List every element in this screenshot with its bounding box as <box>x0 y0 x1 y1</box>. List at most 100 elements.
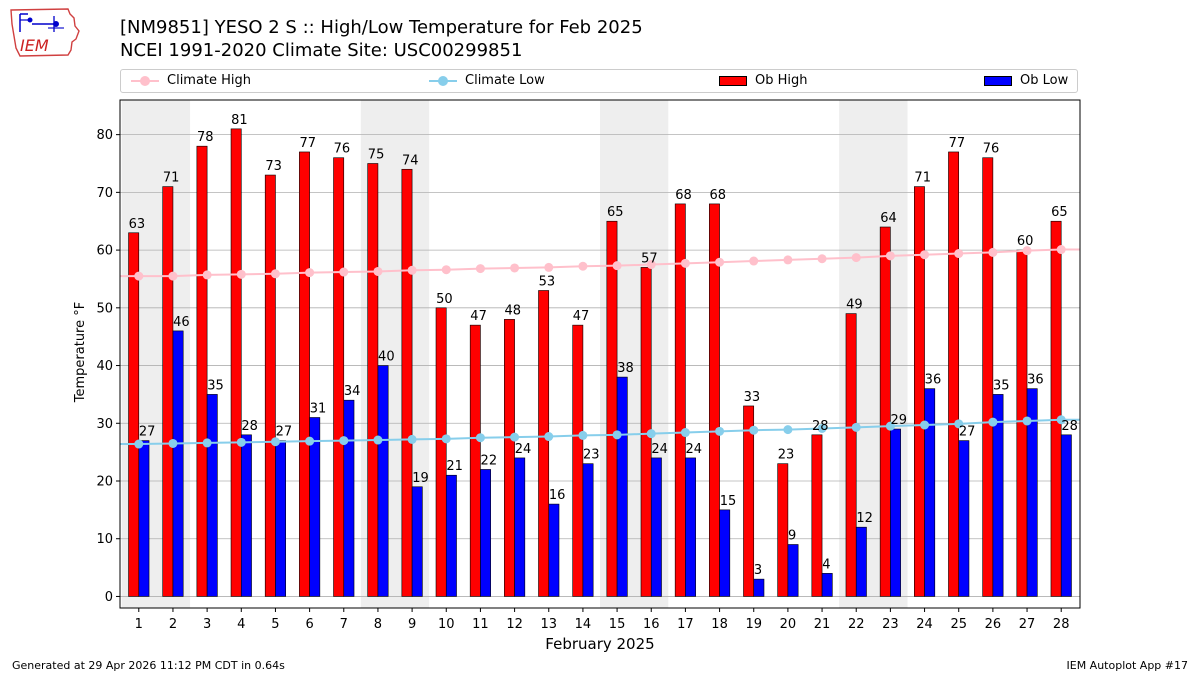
ob-low-bar <box>958 440 970 597</box>
legend-item-climate-high: Climate High <box>131 73 251 89</box>
x-tick-label: 7 <box>340 617 348 632</box>
climate-low-point <box>1022 416 1032 426</box>
ob-high-bar <box>845 313 857 597</box>
x-tick-label: 11 <box>472 617 489 632</box>
ob-high-bar <box>674 203 686 597</box>
y-tick-label: 50 <box>96 301 113 316</box>
ob-low-bar <box>890 428 901 597</box>
ob-low-label: 24 <box>651 442 668 457</box>
ob-high-bar <box>606 220 618 597</box>
y-tick-label: 10 <box>96 532 113 547</box>
ob-low-bar <box>309 417 321 597</box>
ob-high-label: 64 <box>880 211 897 226</box>
ob-low-bar <box>240 434 252 597</box>
logo-text: IEM <box>20 36 49 55</box>
x-tick-label: 20 <box>780 617 797 632</box>
ob-high-label: 23 <box>778 448 795 463</box>
climate-lines <box>120 245 1080 449</box>
ob-high-bar <box>948 151 960 597</box>
ob-high-label: 53 <box>539 275 556 290</box>
ob-low-bar <box>206 394 218 597</box>
y-tick-label: 70 <box>96 186 113 201</box>
chart-subtitle: NCEI 1991-2020 Climate Site: USC00299851 <box>120 40 523 61</box>
ob-low-bar <box>821 573 833 597</box>
ob-low-bar <box>343 399 355 597</box>
climate-high-point <box>885 251 895 261</box>
ob-high-label: 68 <box>675 188 692 203</box>
ob-low-label: 22 <box>481 453 498 468</box>
climate-low-point <box>715 426 725 436</box>
ob-high-label: 50 <box>436 292 453 307</box>
ob-low-bar <box>719 509 731 597</box>
climate-low-point <box>885 421 895 431</box>
ob-high-bar <box>333 157 345 597</box>
ob-low-label: 9 <box>788 529 796 544</box>
ob-high-label: 76 <box>983 142 1000 157</box>
ob-low-label: 46 <box>173 315 190 330</box>
ob-high-bar <box>743 405 755 597</box>
ob-high-bar <box>230 128 242 597</box>
x-tick-label: 25 <box>950 617 967 632</box>
y-tick-label: 20 <box>96 475 113 490</box>
ob-low-label: 29 <box>891 413 908 428</box>
ob-high-label: 78 <box>197 130 214 145</box>
ob-high-label: 76 <box>334 142 351 157</box>
ob-high-bar <box>709 203 720 597</box>
x-tick-label: 12 <box>506 617 523 632</box>
data-labels: 6327714678358128732777317634754074195021… <box>129 113 1078 578</box>
ob-high-label: 33 <box>744 390 761 405</box>
climate-low-point <box>544 432 554 442</box>
climate-high-point <box>612 261 622 271</box>
x-tick-label: 26 <box>985 617 1002 632</box>
ob-low-bar <box>992 394 1004 597</box>
climate-low-point <box>510 432 520 442</box>
ob-low-label: 35 <box>993 378 1010 393</box>
climate-low-point <box>954 419 964 429</box>
climate-low-point <box>851 422 861 432</box>
x-tick-label: 13 <box>540 617 557 632</box>
ob-low-label: 31 <box>310 402 327 417</box>
ob-high-label: 63 <box>129 217 146 232</box>
ob-low-bar <box>1060 434 1072 597</box>
ob-high-label: 49 <box>846 298 863 313</box>
ob-high-label: 81 <box>231 113 248 128</box>
climate-high-point <box>646 260 656 270</box>
climate-low-point <box>1056 415 1066 425</box>
ob-high-label: 47 <box>573 309 590 324</box>
ob-low-label: 35 <box>207 378 224 393</box>
ob-low-bar <box>275 440 286 597</box>
x-tick-label: 10 <box>438 617 455 632</box>
ob-low-bar <box>138 440 150 597</box>
ob-high-label: 71 <box>914 171 931 186</box>
climate-high-point <box>749 256 759 266</box>
ob-high-label: 47 <box>470 309 487 324</box>
x-tick-label: 14 <box>575 617 592 632</box>
y-tick-label: 60 <box>96 244 113 259</box>
legend-item-climate-low: Climate Low <box>429 73 545 89</box>
climate-low-point <box>305 436 315 446</box>
footer-generated: Generated at 29 Apr 2026 11:12 PM CDT in… <box>12 659 285 672</box>
climate-low-point <box>988 417 998 427</box>
climate-low-point <box>475 433 485 443</box>
climate-high-point <box>168 271 178 281</box>
ob-low-bar <box>480 469 491 597</box>
plot-frame <box>119 99 1081 609</box>
climate-high-point <box>407 265 417 275</box>
ob-low-label: 40 <box>378 350 395 365</box>
ob-low-swatch-icon <box>984 76 1012 86</box>
ob-high-bar <box>777 463 789 597</box>
ob-high-bar <box>367 163 379 597</box>
climate-high-point <box>578 261 588 271</box>
x-tick-label: 1 <box>135 617 143 632</box>
climate-high-point <box>305 268 315 278</box>
y-axis-label: Temperature °F <box>73 302 88 403</box>
ob-low-bar <box>582 463 594 597</box>
ob-high-bar <box>435 307 447 597</box>
x-tick-label: 22 <box>848 617 865 632</box>
x-tick-label: 9 <box>408 617 416 632</box>
ob-high-bar <box>469 324 481 597</box>
x-tick-label: 3 <box>203 617 211 632</box>
legend-label-ob-low: Ob Low <box>1020 73 1069 88</box>
ob-low-label: 24 <box>686 442 703 457</box>
